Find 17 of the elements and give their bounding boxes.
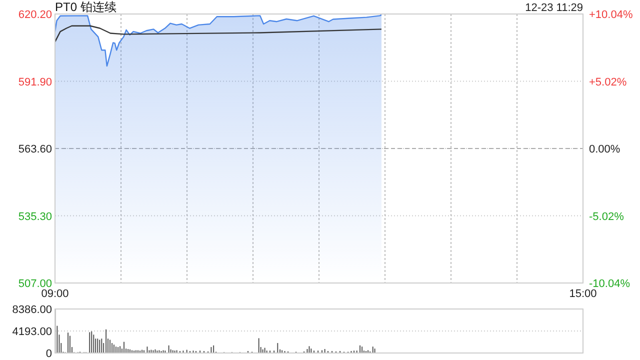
- annotation: 12-23 11:29: [525, 2, 583, 14]
- y2-tick-label: +5.02%: [589, 76, 627, 88]
- y-tick-label: 563.60: [18, 144, 52, 156]
- y2-tick-label: 0.00%: [589, 144, 620, 156]
- y2-tick-label: -10.04%: [589, 278, 630, 290]
- y-tick-label: 535.30: [18, 210, 52, 223]
- y-tick-label: 8386.00: [12, 304, 52, 316]
- y-tick-label: 0: [46, 348, 52, 360]
- y2-tick-label: +10.04%: [589, 9, 633, 21]
- x-tick-label: 09:00: [41, 288, 69, 300]
- chart-title: PT0 铂连续: [55, 0, 116, 14]
- x-tick-label: 15:00: [569, 288, 597, 300]
- y-tick-label: 591.90: [18, 76, 52, 88]
- y-tick-label: 4193.00: [12, 326, 52, 338]
- y-tick-label: 620.20: [18, 9, 52, 21]
- y2-tick-label: -5.02%: [589, 210, 624, 223]
- y-tick-label: 507.00: [18, 278, 52, 290]
